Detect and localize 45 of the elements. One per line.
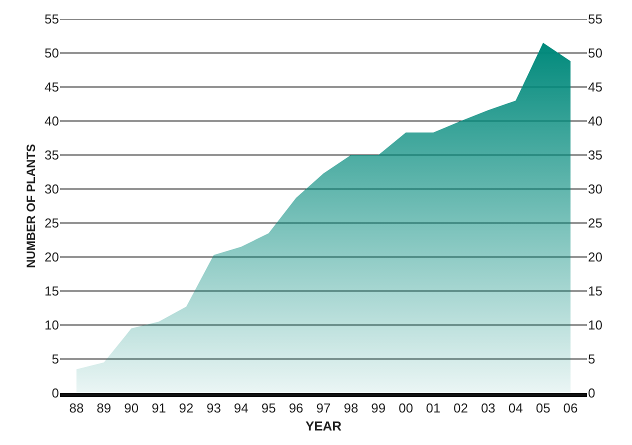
y-tick-label: 35	[44, 148, 59, 163]
y-tick-label: 45	[44, 80, 59, 95]
x-tick-label: 95	[261, 400, 276, 416]
y2-tick-label: 40	[588, 114, 602, 129]
y-tick-label: 50	[44, 46, 59, 61]
x-tick-label: 93	[206, 400, 221, 416]
y2-tick-label: 50	[588, 46, 602, 61]
x-tick-label: 88	[69, 400, 84, 416]
x-axis-title: YEAR	[305, 418, 342, 434]
y2-tick-label: 55	[588, 12, 602, 27]
x-tick-label: 89	[96, 400, 112, 416]
x-tick-label: 04	[508, 400, 523, 416]
x-tick-label: 02	[454, 400, 468, 416]
x-tick-label: 03	[480, 400, 496, 416]
x-tick-label: 06	[563, 400, 578, 416]
x-tick-label: 99	[371, 400, 386, 416]
y-tick-label: 0	[52, 386, 59, 401]
x-tick-label: 94	[234, 400, 248, 416]
x-tick-label: 96	[288, 400, 304, 416]
x-tick-label: 05	[536, 400, 550, 416]
y-tick-label: 40	[44, 114, 59, 129]
x-tick-label: 98	[344, 400, 358, 416]
y2-tick-label: 30	[588, 182, 602, 197]
x-tick-label: 97	[316, 400, 331, 416]
x-tick-label: 00	[398, 400, 414, 416]
y2-tick-label: 5	[588, 352, 596, 367]
y-tick-label: 10	[44, 318, 59, 333]
y-tick-label: 5	[52, 352, 59, 367]
y2-tick-label: 20	[588, 250, 602, 265]
y2-tick-label: 35	[588, 148, 602, 163]
y-tick-label: 30	[44, 182, 59, 197]
y2-tick-label: 25	[588, 216, 602, 231]
y-axis-title: NUMBER OF PLANTS	[24, 144, 38, 268]
x-tick-label: 92	[179, 400, 194, 416]
y-tick-label: 25	[44, 216, 59, 231]
x-tick-label: 01	[426, 400, 441, 416]
y-tick-label: 55	[44, 12, 59, 27]
y2-tick-label: 15	[588, 284, 602, 299]
y-tick-label: 20	[44, 250, 59, 265]
y2-tick-label: 10	[588, 318, 602, 333]
x-tick-label: 91	[152, 400, 166, 416]
y2-tick-label: 0	[588, 386, 596, 401]
y-tick-label: 15	[44, 284, 59, 299]
x-tick-label: 90	[124, 400, 139, 416]
y2-tick-label: 45	[588, 80, 602, 95]
